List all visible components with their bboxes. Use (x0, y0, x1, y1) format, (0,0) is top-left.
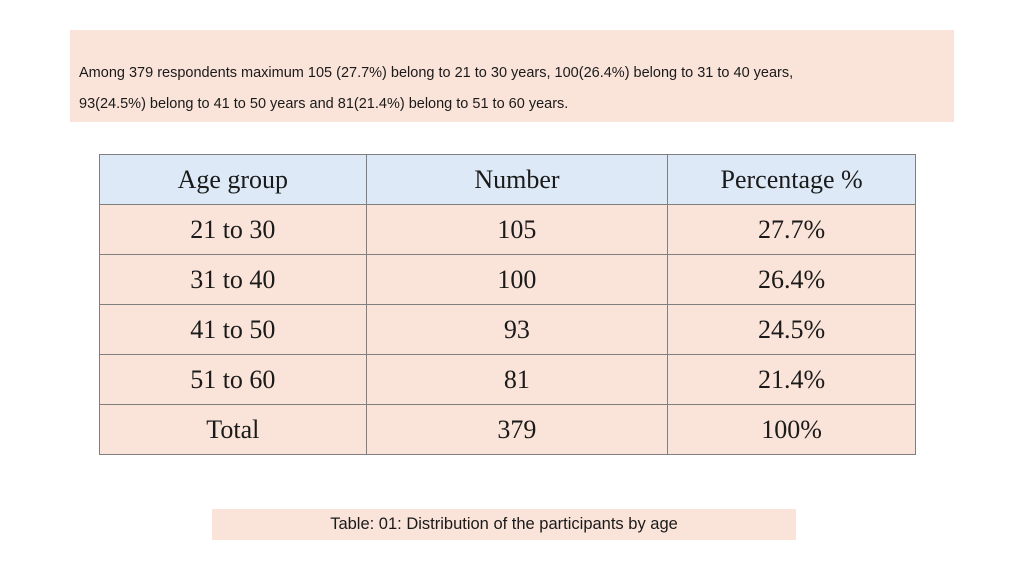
intro-line-2: 93(24.5%) belong to 41 to 50 years and 8… (79, 96, 569, 112)
cell-age-group: 31 to 40 (99, 254, 367, 305)
cell-percentage: 26.4% (667, 254, 916, 305)
cell-percentage: 24.5% (667, 304, 916, 355)
table-row: 21 to 30 105 27.7% (99, 204, 916, 255)
table-row: 51 to 60 81 21.4% (99, 354, 916, 405)
table-row: 31 to 40 100 26.4% (99, 254, 916, 305)
table-header-row: Age group Number Percentage % (99, 154, 916, 205)
cell-age-group: 41 to 50 (99, 304, 367, 355)
table-row-total: Total 379 100% (99, 404, 916, 455)
header-percentage: Percentage % (667, 154, 916, 205)
cell-percentage: 27.7% (667, 204, 916, 255)
age-distribution-table: Age group Number Percentage % 21 to 30 1… (99, 154, 916, 455)
table-caption: Table: 01: Distribution of the participa… (212, 509, 796, 540)
cell-age-group: Total (99, 404, 367, 455)
cell-number: 105 (365, 204, 669, 255)
table-row: 41 to 50 93 24.5% (99, 304, 916, 355)
intro-line-1: Among 379 respondents maximum 105 (27.7%… (79, 65, 794, 81)
cell-percentage: 21.4% (667, 354, 916, 405)
cell-number: 100 (365, 254, 669, 305)
header-number: Number (365, 154, 669, 205)
cell-number: 379 (365, 404, 669, 455)
cell-age-group: 51 to 60 (99, 354, 367, 405)
cell-percentage: 100% (667, 404, 916, 455)
cell-number: 81 (365, 354, 669, 405)
cell-age-group: 21 to 30 (99, 204, 367, 255)
cell-number: 93 (365, 304, 669, 355)
intro-text-box: Among 379 respondents maximum 105 (27.7%… (70, 30, 954, 122)
header-age-group: Age group (99, 154, 367, 205)
